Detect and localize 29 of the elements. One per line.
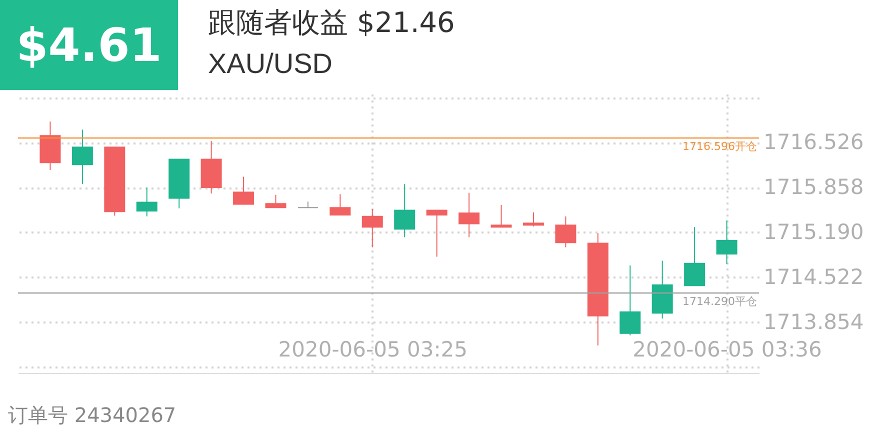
candlestick: [362, 208, 383, 248]
candlestick: [620, 264, 641, 336]
candlestick: [458, 192, 480, 238]
candlestick: [330, 194, 351, 216]
y-tick-label: 1714.522: [764, 264, 864, 289]
x-tick-label: 2020-06-05 03:25: [278, 338, 468, 362]
chart-title: 跟随者收益 $21.46: [208, 5, 455, 41]
chart-subtitle: XAU/USD: [208, 48, 332, 80]
y-tick-label: 1715.190: [764, 220, 864, 244]
candlestick: [490, 204, 512, 228]
y-tick-label: 1715.858: [764, 175, 864, 200]
text: $4.61: [0, 0, 178, 90]
candlestick: [233, 176, 254, 205]
candlestick: [394, 184, 416, 238]
candlestick: [684, 226, 706, 286]
candlestick: [716, 220, 738, 265]
candlestick: [426, 210, 448, 258]
ref-line-label: 1714.290平仓: [682, 295, 757, 308]
candlestick: [72, 129, 93, 185]
text: 订单号 24340267: [8, 402, 176, 429]
candlestick: [522, 212, 544, 227]
candlestick: [136, 186, 158, 217]
y-tick-label: 1716.526: [764, 130, 864, 154]
candlestick: [555, 216, 576, 248]
ref-line-label: 1716.596开仓: [682, 140, 757, 153]
candlestick: [297, 201, 318, 208]
candlestick: [265, 194, 286, 208]
x-tick-label: 2020-06-05 03:36: [632, 338, 822, 362]
y-tick-label: 1713.854: [764, 310, 864, 334]
